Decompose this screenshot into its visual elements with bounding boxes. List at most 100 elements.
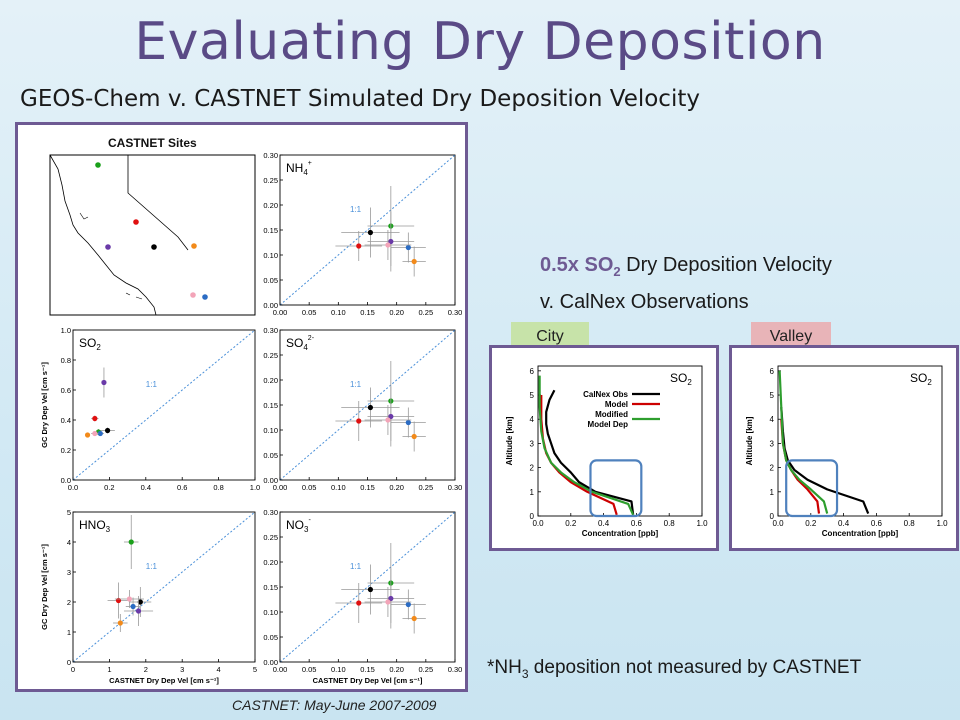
data-point-pink [385, 417, 391, 423]
y-tick-label: 0.30 [263, 151, 278, 160]
data-point-purple [388, 238, 394, 245]
x-tick-label: 0.8 [904, 519, 916, 528]
y-tick-label: 0.05 [263, 276, 278, 285]
calnex-heading: 0.5x SO2 Dry Deposition Velocity v. CalN… [540, 250, 832, 318]
one-to-one-line [279, 154, 456, 306]
data-point-orange [411, 615, 417, 622]
one-to-one-label: 1:1 [350, 380, 362, 389]
species-label: HNO3 [79, 518, 111, 534]
x-tick-label: 0.00 [273, 665, 288, 674]
y-tick-label: 5 [770, 391, 775, 400]
data-point-purple [135, 608, 142, 614]
species-label: SO42- [286, 335, 315, 352]
y-axis-label: Altitude [km] [505, 416, 514, 465]
nh3-footnote: *NH3 deposition not measured by CASTNET [487, 657, 861, 681]
data-point-purple [388, 413, 394, 420]
y-tick-label: 3 [770, 439, 775, 448]
one-to-one-line [72, 329, 256, 481]
y-tick-label: 0.20 [263, 201, 278, 210]
data-point-red [92, 415, 98, 422]
calnex-heading-suffix: Dry Deposition Velocity [620, 254, 832, 276]
y-tick-label: 2 [67, 598, 71, 607]
x-tick-label: 0.10 [331, 308, 346, 317]
slide-title: Evaluating Dry Deposition [134, 12, 826, 72]
data-point-blue [405, 601, 411, 608]
map-site-blue [202, 294, 208, 300]
profile-line [778, 370, 829, 514]
data-point-green [128, 539, 134, 545]
scatter-panel-no3: 1:1 0.00 0.05 0.10 0.15 0.20 0.25 0.30 0.00 0.05 0… [263, 508, 462, 685]
x-tick-label: 0.25 [419, 665, 434, 674]
data-point-black [367, 586, 374, 593]
x-tick-label: 5 [253, 665, 257, 674]
x-tick-label: 1.0 [250, 483, 260, 492]
plot-frame [537, 365, 703, 517]
x-tick-label: 0.8 [213, 483, 223, 492]
y-tick-label: 3 [67, 568, 71, 577]
x-tick-label: 0.20 [389, 483, 404, 492]
y-axis-label: GC Dry Dep Vel [cm s⁻¹] [40, 544, 49, 630]
map-state-border [127, 155, 189, 251]
data-point-orange [84, 432, 91, 438]
x-tick-label: 0.10 [331, 483, 346, 492]
data-point-blue [97, 430, 103, 437]
x-tick-label: 0.10 [331, 665, 346, 674]
x-tick-label: 0.2 [104, 483, 114, 492]
x-tick-label: 0.6 [871, 519, 883, 528]
x-tick-label: 0.15 [360, 308, 375, 317]
legend-label: CalNex Obs [583, 390, 628, 399]
castnet-map: CASTNET Sites [49, 136, 256, 316]
data-point-blue [405, 419, 411, 426]
map-site-red [133, 219, 139, 225]
map-site-orange [191, 243, 197, 249]
x-tick-label: 0.00 [273, 483, 288, 492]
y-tick-label: 0.30 [263, 326, 278, 335]
y-tick-label: 4 [530, 415, 535, 424]
x-tick-label: 0.4 [141, 483, 151, 492]
scatter-panel-hno3: 1:1 0 1 2 3 4 5 0 1 2 3 4 5 HNO3 GC Dry Dep Vel [cm s⁻… [40, 508, 257, 685]
map-coastline [49, 154, 157, 316]
x-tick-label: 4 [217, 665, 221, 674]
y-tick-label: 0.15 [263, 583, 278, 592]
x-tick-label: 0.30 [448, 308, 463, 317]
x-tick-label: 0.05 [302, 483, 317, 492]
y-tick-label: 0.25 [263, 176, 278, 185]
y-tick-label: 6 [530, 367, 535, 376]
y-tick-label: 0.2 [61, 446, 71, 455]
x-tick-label: 0.20 [389, 665, 404, 674]
data-point-black [367, 229, 374, 236]
y-tick-label: 0.15 [263, 226, 278, 235]
map-site-pink [190, 292, 196, 298]
map-site-black [151, 244, 157, 250]
y-tick-label: 0 [530, 512, 535, 521]
valley-profile-chart: 0.0 0.2 0.4 0.6 0.8 1.0 0 1 2 3 4 5 6 Concentration [… [745, 365, 948, 538]
x-axis-label: Concentration [ppb] [822, 529, 899, 538]
plot-frame [279, 329, 456, 481]
x-tick-label: 0.00 [273, 308, 288, 317]
y-tick-label: 0.4 [61, 416, 71, 425]
species-label: SO2 [79, 336, 101, 352]
x-tick-label: 0.4 [598, 519, 610, 528]
x-tick-label: 0.2 [565, 519, 577, 528]
one-to-one-label: 1:1 [350, 562, 362, 571]
y-tick-label: 4 [770, 415, 775, 424]
x-tick-label: 3 [180, 665, 184, 674]
map-title: CASTNET Sites [108, 136, 197, 150]
x-tick-label: 0 [71, 665, 75, 674]
data-point-pink [92, 430, 98, 437]
city-profile-chart: 0.0 0.2 0.4 0.6 0.8 1.0 0 1 2 3 4 5 6 Concentration [… [505, 365, 708, 538]
legend-label: Model Dep [588, 420, 629, 429]
x-tick-label: 2 [144, 665, 148, 674]
one-to-one-line [72, 511, 256, 663]
calnex-heading-sub: 2 [613, 264, 621, 279]
x-tick-label: 0.05 [302, 665, 317, 674]
y-tick-label: 0.15 [263, 401, 278, 410]
nh3-footnote-suffix: deposition not measured by CASTNET [528, 657, 862, 678]
y-tick-label: 0.6 [61, 386, 71, 395]
y-tick-label: 6 [770, 367, 775, 376]
highlight-box [589, 459, 643, 518]
data-point-black [137, 599, 143, 605]
data-point-blue [405, 244, 411, 251]
y-axis-label: GC Dry Dep Vel [cm s⁻¹] [40, 362, 49, 448]
